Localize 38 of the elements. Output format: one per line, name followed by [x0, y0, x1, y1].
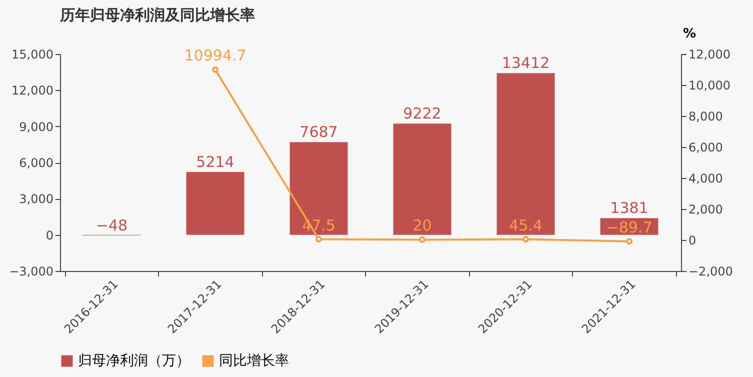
legend-label: 同比增长率 [219, 353, 289, 369]
y-tick-label: 15,000 [12, 48, 54, 62]
data-label: 9222 [403, 104, 442, 123]
y2-tick-label: 8,000 [688, 110, 723, 124]
y-tick-label: 6,000 [19, 156, 54, 170]
y-tick-label: 9,000 [19, 120, 54, 134]
point [316, 236, 322, 242]
bar [393, 124, 452, 235]
point [626, 238, 632, 245]
data-label: 10994.7 [184, 46, 246, 65]
y-tick-label: 0 [46, 228, 54, 242]
data-label: 5214 [196, 152, 234, 171]
y-tick-label: −3,000 [9, 264, 54, 278]
y2-tick-label: 6,000 [688, 140, 723, 154]
data-label: 7687 [300, 123, 338, 142]
bar [290, 142, 348, 235]
point [522, 236, 529, 243]
data-label: 45.4 [509, 216, 542, 234]
legend-label: 归母净利润（万） [78, 353, 190, 369]
data-label: 1381 [610, 199, 648, 218]
point [212, 66, 218, 73]
data-label: 20 [412, 216, 432, 235]
y2-tick-label: 4,000 [688, 172, 723, 186]
y2-axis-title: % [682, 26, 696, 42]
y-tick-label: 3,000 [19, 192, 54, 206]
y2-tick-label: −2,000 [688, 264, 733, 278]
data-label: 13412 [502, 54, 550, 72]
y2-tick-label: 0 [688, 234, 696, 248]
bar [186, 172, 244, 235]
y2-tick-label: 2,000 [688, 202, 723, 216]
y2-tick-label: 10,000 [688, 78, 730, 92]
data-label: −89.7 [606, 218, 652, 236]
point [419, 236, 426, 243]
y-tick-label: 12,000 [12, 84, 54, 98]
data-label: −48 [96, 216, 128, 234]
y2-tick-label: 12,000 [688, 48, 730, 62]
bar [496, 73, 555, 235]
chart-title: 历年归母净利润及同比增长率 [59, 6, 255, 24]
